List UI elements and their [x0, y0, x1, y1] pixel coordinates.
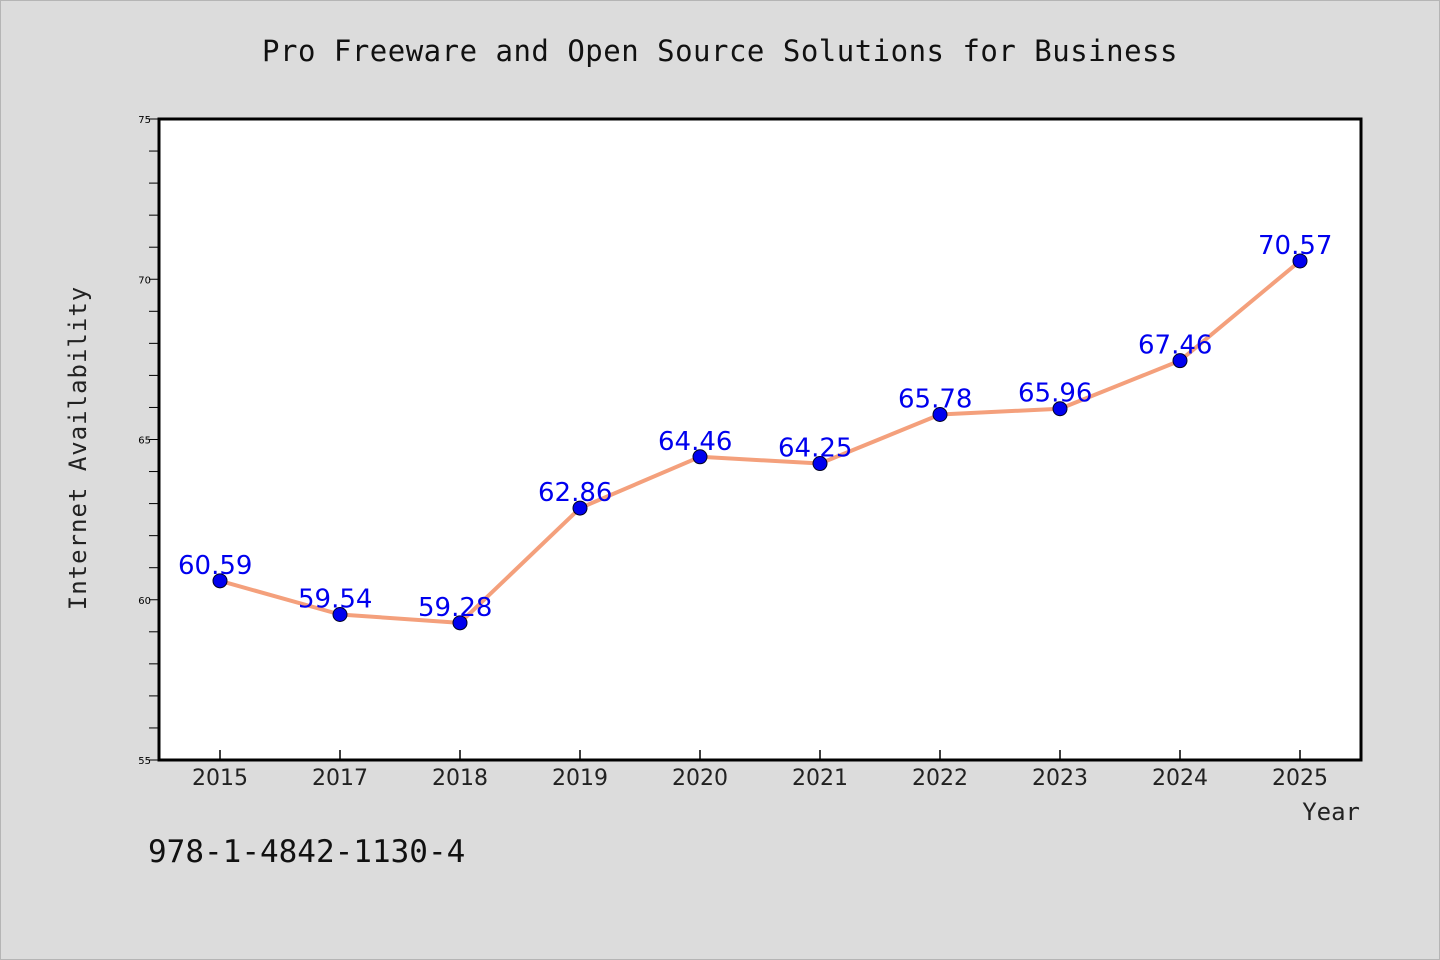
- x-tick-label: 2025: [1272, 766, 1328, 791]
- x-axis-ticks: 2015 2017 2018 2019 2020 2021 2022 2023 2024 2025: [192, 750, 1328, 791]
- x-tick-label: 2020: [672, 766, 728, 791]
- x-tick-label: 2015: [192, 766, 248, 791]
- data-point: [332, 606, 348, 622]
- series-points-group: [212, 253, 1308, 631]
- data-label: 64.46: [658, 427, 732, 457]
- data-point: [1052, 401, 1068, 417]
- data-point: [452, 615, 468, 631]
- data-label: 60.59: [178, 551, 252, 581]
- data-label: 65.78: [898, 385, 972, 415]
- data-point: [1292, 253, 1308, 269]
- y-axis-ticks: 55 60 65 70 75: [138, 115, 159, 767]
- data-label: 67.46: [1138, 331, 1212, 361]
- x-tick-label: 2019: [552, 766, 608, 791]
- data-label: 65.96: [1018, 379, 1092, 409]
- plot-area: [157, 117, 1363, 762]
- y-tick-label: 65: [138, 436, 151, 447]
- x-tick-label: 2024: [1152, 766, 1208, 791]
- y-tick-label: 60: [138, 596, 151, 607]
- series-line-group: [218, 258, 1302, 625]
- data-point: [812, 456, 828, 472]
- data-point: [692, 449, 708, 465]
- x-tick-label: 2018: [432, 766, 488, 791]
- chart-title: Pro Freeware and Open Source Solutions f…: [262, 34, 1178, 68]
- y-tick-label: 55: [138, 756, 151, 767]
- data-label: 59.28: [418, 593, 492, 623]
- x-tick-label: 2017: [312, 766, 368, 791]
- data-point: [932, 407, 948, 423]
- data-point: [1172, 353, 1188, 369]
- y-axis-label: Internet Availability: [64, 286, 92, 610]
- data-point: [212, 573, 228, 589]
- x-axis-label: Year: [1302, 798, 1360, 826]
- x-tick-label: 2021: [792, 766, 848, 791]
- data-label: 59.54: [298, 584, 372, 614]
- y-tick-label: 70: [138, 275, 151, 286]
- data-label: 64.25: [778, 434, 852, 464]
- x-tick-label: 2023: [1032, 766, 1088, 791]
- data-label: 70.57: [1258, 231, 1332, 261]
- x-tick-label: 2022: [912, 766, 968, 791]
- data-labels-group: 60.59 59.54 59.28 62.86 64.46 64.25 65.78 65.96…: [178, 231, 1332, 623]
- footer-code: 978-1-4842-1130-4: [148, 834, 466, 870]
- data-label: 62.86: [538, 478, 612, 508]
- series-line: [218, 258, 1302, 625]
- y-tick-label: 75: [138, 115, 151, 126]
- data-point: [572, 500, 588, 516]
